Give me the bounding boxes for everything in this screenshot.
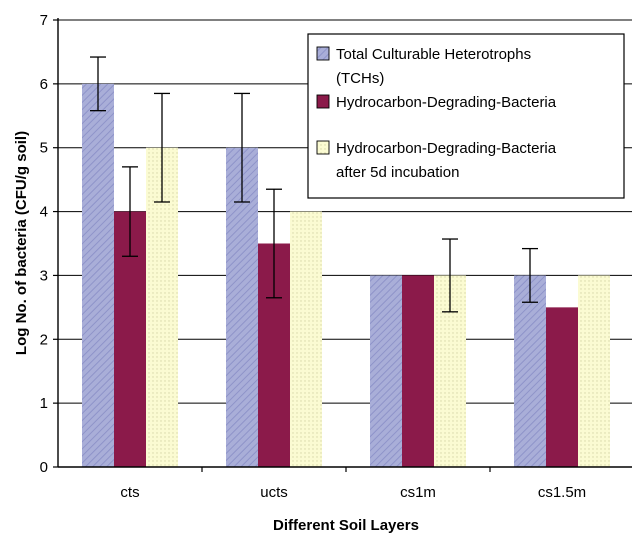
legend-label: (TCHs)	[336, 70, 384, 87]
x-tick-label: ucts	[260, 484, 288, 501]
x-tick-label: cts	[120, 484, 139, 501]
error-bars	[90, 56, 538, 313]
bar	[402, 275, 434, 467]
tick-labels: 0 1 2 3 4 5 6 7 cts ucts cs1m cs1.5m	[40, 12, 587, 501]
bar	[370, 275, 402, 467]
legend-label: after 5d incubation	[336, 164, 459, 181]
axes	[53, 18, 632, 472]
y-tick-label: 2	[40, 331, 48, 348]
bar	[578, 275, 610, 467]
legend-label: Hydrocarbon-Degrading-Bacteria	[336, 94, 557, 111]
legend-swatch	[316, 46, 330, 61]
legend-swatch	[316, 140, 330, 155]
bar	[546, 307, 578, 467]
bar	[290, 211, 322, 467]
y-axis-title: Log No. of bacteria (CFU/g soil)	[13, 131, 30, 355]
legend: Total Culturable Heterotrophs (TCHs) Hydro…	[307, 33, 625, 199]
legend-box	[307, 33, 625, 199]
y-tick-label: 6	[40, 76, 48, 93]
y-tick-label: 3	[40, 267, 48, 284]
y-tick-label: 7	[40, 12, 48, 29]
y-tick-label: 4	[40, 204, 48, 221]
bar	[82, 83, 114, 467]
y-tick-label: 1	[40, 395, 48, 412]
y-tick-label: 5	[40, 140, 48, 157]
bar	[514, 275, 546, 467]
y-tick-label: 0	[40, 459, 48, 476]
x-tick-label: cs1.5m	[538, 484, 586, 501]
legend-label: Hydrocarbon-Degrading-Bacteria	[336, 140, 557, 157]
x-tick-label: cs1m	[400, 484, 436, 501]
legend-swatch	[316, 94, 330, 109]
legend-label: Total Culturable Heterotrophs	[336, 46, 531, 63]
x-axis-title: Different Soil Layers	[273, 517, 419, 534]
